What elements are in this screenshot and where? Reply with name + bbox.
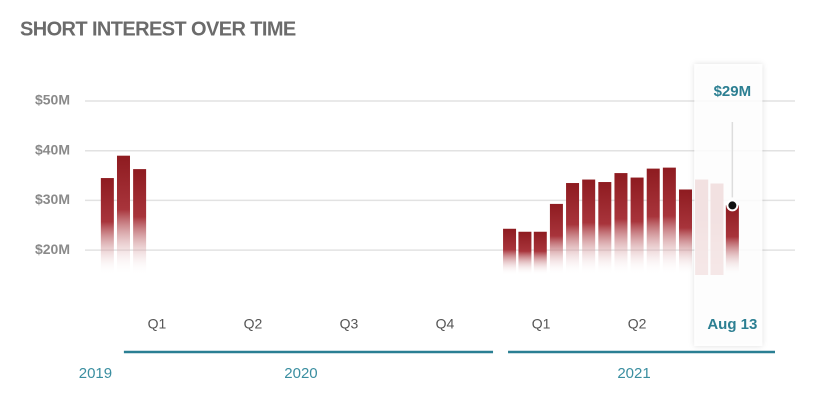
bar bbox=[662, 167, 676, 275]
bar bbox=[725, 205, 739, 275]
bar bbox=[598, 182, 612, 275]
bar bbox=[549, 203, 563, 275]
x-tick-label: Q3 bbox=[340, 316, 359, 332]
bar bbox=[100, 178, 114, 275]
year-label: 2020 bbox=[284, 365, 317, 382]
y-tick-label: $50M bbox=[35, 92, 70, 108]
bar bbox=[678, 189, 692, 275]
tooltip-dot bbox=[726, 199, 739, 212]
chart-title: SHORT INTEREST OVER TIME bbox=[20, 18, 296, 40]
y-tick-label: $20M bbox=[35, 241, 70, 257]
x-tick-label: Q1 bbox=[532, 316, 551, 332]
bar bbox=[116, 155, 130, 275]
bar bbox=[710, 183, 724, 275]
x-tick-label: Q1 bbox=[148, 316, 167, 332]
x-tick-label: Aug 13 bbox=[707, 316, 757, 333]
bar bbox=[630, 177, 644, 275]
bar bbox=[566, 183, 580, 275]
bar bbox=[582, 179, 596, 275]
bar bbox=[533, 231, 547, 275]
bar bbox=[695, 179, 709, 275]
bar bbox=[133, 169, 147, 275]
value-label: $29M bbox=[714, 83, 752, 100]
x-tick-label: Q2 bbox=[244, 316, 263, 332]
year-label: 2019 bbox=[79, 365, 112, 382]
year-label: 2021 bbox=[617, 365, 650, 382]
bar bbox=[614, 173, 628, 275]
x-tick-label: Q4 bbox=[436, 316, 455, 332]
y-tick-label: $30M bbox=[35, 191, 70, 207]
y-tick-label: $40M bbox=[35, 141, 70, 157]
bar bbox=[518, 231, 532, 275]
bar bbox=[646, 168, 660, 275]
bar bbox=[503, 228, 517, 275]
x-tick-label: Q2 bbox=[628, 316, 647, 332]
